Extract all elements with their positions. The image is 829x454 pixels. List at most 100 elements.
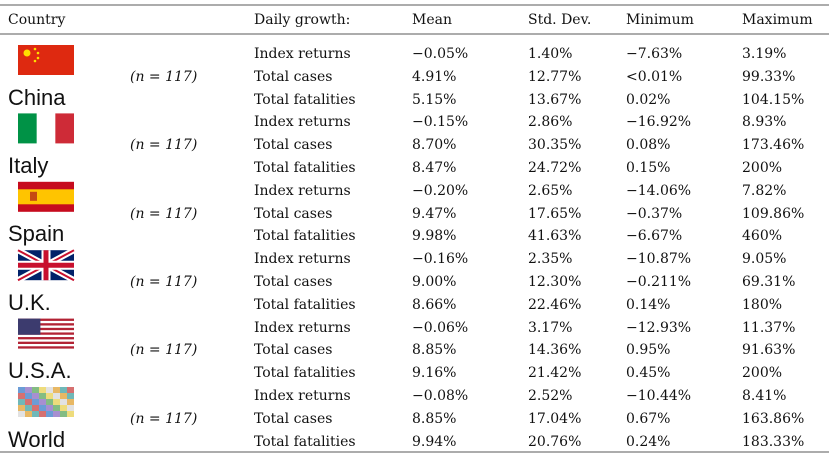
flag	[18, 181, 74, 212]
country-name: U.S.A.	[8, 358, 72, 384]
std-cell: 41.63%	[528, 228, 582, 245]
std-cell: 22.46%	[528, 296, 582, 313]
sample-size: (n = 117)	[130, 342, 198, 359]
country-name: Italy	[8, 153, 49, 178]
mean-cell: 9.00%	[412, 274, 457, 290]
min-cell: −14.06%	[626, 182, 692, 199]
max-cell: 200%	[742, 160, 783, 176]
mean-cell: 9.47%	[412, 205, 457, 222]
growth-label: Index returns	[254, 251, 351, 268]
max-cell: 180%	[742, 296, 783, 313]
std-cell: 30.35%	[528, 137, 582, 154]
flag	[18, 113, 74, 144]
min-cell: −16.92%	[626, 114, 692, 131]
min-cell: −10.44%	[626, 388, 692, 404]
min-cell: −0.37%	[626, 205, 683, 222]
sample-size: (n = 117)	[130, 68, 198, 85]
country-name: Spain	[8, 221, 65, 247]
std-cell: 1.40%	[528, 46, 573, 62]
growth-label: Total fatalities	[254, 296, 356, 313]
mean-cell: −0.15%	[412, 114, 469, 131]
growth-label: Index returns	[254, 388, 351, 404]
std-cell: 2.35%	[528, 251, 573, 268]
std-cell: 12.30%	[528, 274, 582, 290]
mean-cell: 9.94%	[412, 433, 457, 450]
mean-cell: 8.85%	[412, 410, 457, 427]
max-cell: 69.31%	[742, 274, 796, 290]
country-name: U.K.	[8, 289, 51, 315]
growth-label: Total fatalities	[254, 228, 356, 245]
max-cell: 163.86%	[742, 410, 805, 427]
std-cell: 20.76%	[528, 433, 582, 450]
min-cell: −7.63%	[626, 46, 683, 62]
max-cell: 173.46%	[742, 137, 805, 154]
flag	[16, 247, 76, 283]
std-cell: 13.67%	[528, 91, 582, 108]
std-cell: 2.86%	[528, 114, 573, 131]
mean-cell: −0.08%	[412, 388, 469, 404]
column-header: Daily growth:	[254, 12, 351, 28]
min-cell: 0.15%	[626, 160, 671, 176]
growth-label: Index returns	[254, 114, 351, 131]
growth-label: Total cases	[254, 205, 333, 222]
max-cell: 7.82%	[742, 182, 787, 199]
growth-label: Total cases	[254, 274, 333, 290]
flag	[18, 45, 74, 75]
column-header: Minimum	[626, 12, 694, 28]
max-cell: 460%	[742, 228, 783, 245]
sample-size: (n = 117)	[130, 410, 198, 427]
mean-cell: 9.16%	[412, 365, 457, 382]
column-header: Maximum	[742, 12, 813, 28]
min-cell: 0.08%	[626, 137, 671, 154]
mean-cell: −0.06%	[412, 319, 469, 336]
flag	[18, 387, 74, 417]
max-cell: 109.86%	[742, 205, 805, 222]
mean-cell: 4.91%	[412, 68, 457, 85]
std-cell: 2.52%	[528, 388, 573, 404]
min-cell: 0.02%	[626, 91, 671, 108]
min-cell: −0.211%	[626, 274, 692, 290]
sample-size: (n = 117)	[130, 137, 198, 154]
mean-cell: −0.20%	[412, 182, 469, 199]
growth-label: Total fatalities	[254, 365, 356, 382]
max-cell: 99.33%	[742, 68, 796, 85]
mean-cell: 8.47%	[412, 160, 457, 176]
std-cell: 2.65%	[528, 182, 573, 199]
growth-label: Total cases	[254, 342, 333, 359]
min-cell: 0.14%	[626, 296, 671, 313]
country-name: World	[8, 426, 66, 452]
max-cell: 8.93%	[742, 114, 787, 131]
std-cell: 17.65%	[528, 205, 582, 222]
growth-label: Total cases	[254, 410, 333, 427]
mean-cell: 5.15%	[412, 91, 457, 108]
max-cell: 104.15%	[742, 91, 805, 108]
growth-label: Total fatalities	[254, 91, 356, 108]
mean-cell: 9.98%	[412, 228, 457, 245]
max-cell: 8.41%	[742, 388, 787, 404]
growth-label: Index returns	[254, 319, 351, 336]
sample-size: (n = 117)	[130, 274, 198, 290]
std-cell: 21.42%	[528, 365, 582, 382]
mean-cell: 8.66%	[412, 296, 457, 313]
mean-cell: −0.05%	[412, 46, 469, 62]
growth-label: Index returns	[254, 46, 351, 62]
std-cell: 12.77%	[528, 68, 582, 85]
min-cell: −12.93%	[626, 319, 692, 336]
column-header: Std. Dev.	[528, 12, 592, 28]
max-cell: 91.63%	[742, 342, 796, 359]
min-cell: 0.67%	[626, 410, 671, 427]
growth-label: Total fatalities	[254, 160, 356, 176]
column-header: Country	[8, 12, 66, 28]
min-cell: 0.24%	[626, 433, 671, 450]
min-cell: 0.95%	[626, 342, 671, 359]
min-cell: <0.01%	[626, 68, 683, 85]
max-cell: 3.19%	[742, 46, 787, 62]
min-cell: 0.45%	[626, 365, 671, 382]
mean-cell: −0.16%	[412, 251, 469, 268]
std-cell: 24.72%	[528, 160, 582, 176]
column-header: Mean	[412, 12, 452, 28]
country-name: China	[8, 84, 66, 110]
std-cell: 14.36%	[528, 342, 582, 359]
